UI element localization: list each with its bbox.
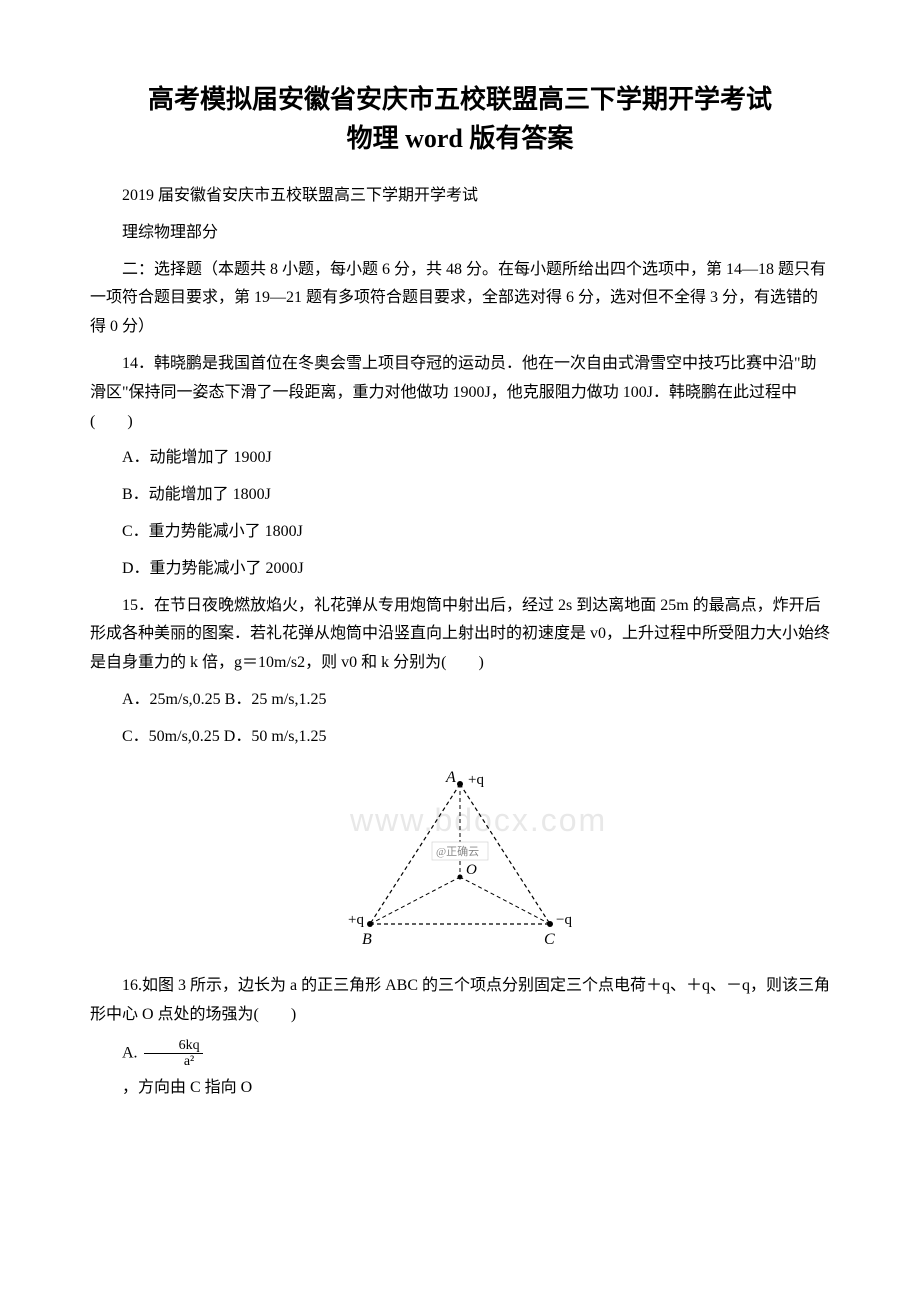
- q16-option-a: A. 6kq a²: [90, 1038, 830, 1070]
- diagram-label-a: A: [445, 769, 456, 786]
- q16-stem: 16.如图 3 所示，边长为 a 的正三角形 ABC 的三个项点分别固定三个点电…: [90, 972, 830, 1030]
- q15-stem: 15．在节日夜晚燃放焰火，礼花弹从专用炮筒中射出后，经过 2s 到达离地面 25…: [90, 592, 830, 678]
- instructions: 二：选择题（本题共 8 小题，每小题 6 分，共 48 分。在每小题所给出四个选…: [90, 256, 830, 342]
- q15-option-cd: C．50m/s,0.25 D．50 m/s,1.25: [90, 723, 830, 752]
- q14-option-d: D．重力势能减小了 2000J: [90, 555, 830, 584]
- document-title: 高考模拟届安徽省安庆市五校联盟高三下学期开学考试 物理 word 版有答案: [90, 80, 830, 158]
- diagram-label-o: O: [466, 862, 477, 878]
- title-line-1: 高考模拟届安徽省安庆市五校联盟高三下学期开学考试: [148, 85, 772, 114]
- diagram-charge-c: −q: [556, 912, 572, 928]
- title-line-2: 物理 word 版有答案: [347, 124, 574, 153]
- section-label: 理综物理部分: [90, 219, 830, 248]
- diagram-label-c: C: [544, 931, 555, 948]
- diagram-label-b: B: [362, 931, 372, 948]
- q16-frac-den: a²: [144, 1054, 203, 1069]
- q16-opt-a-prefix: A.: [122, 1045, 138, 1062]
- q15-option-ab: A．25m/s,0.25 B．25 m/s,1.25: [90, 686, 830, 715]
- diagram-watermark: @正确云: [436, 845, 479, 858]
- q16-fraction: 6kq a²: [144, 1038, 203, 1070]
- q14-option-c: C．重力势能减小了 1800J: [90, 518, 830, 547]
- q16-option-a-tail: ，方向由 C 指向 O: [90, 1074, 830, 1103]
- q16-frac-num: 6kq: [144, 1038, 203, 1054]
- diagram-charge-a: +q: [468, 772, 484, 788]
- subtitle: 2019 届安徽省安庆市五校联盟高三下学期开学考试: [90, 182, 830, 211]
- diagram-charge-b: +q: [348, 912, 364, 928]
- q14-option-a: A．动能增加了 1900J: [90, 444, 830, 473]
- q14-option-b: B．动能增加了 1800J: [90, 481, 830, 510]
- q16-diagram: A +q +q B −q C O @正确云: [90, 764, 830, 965]
- q14-stem: 14．韩晓鹏是我国首位在冬奥会雪上项目夺冠的运动员．他在一次自由式滑雪空中技巧比…: [90, 350, 830, 436]
